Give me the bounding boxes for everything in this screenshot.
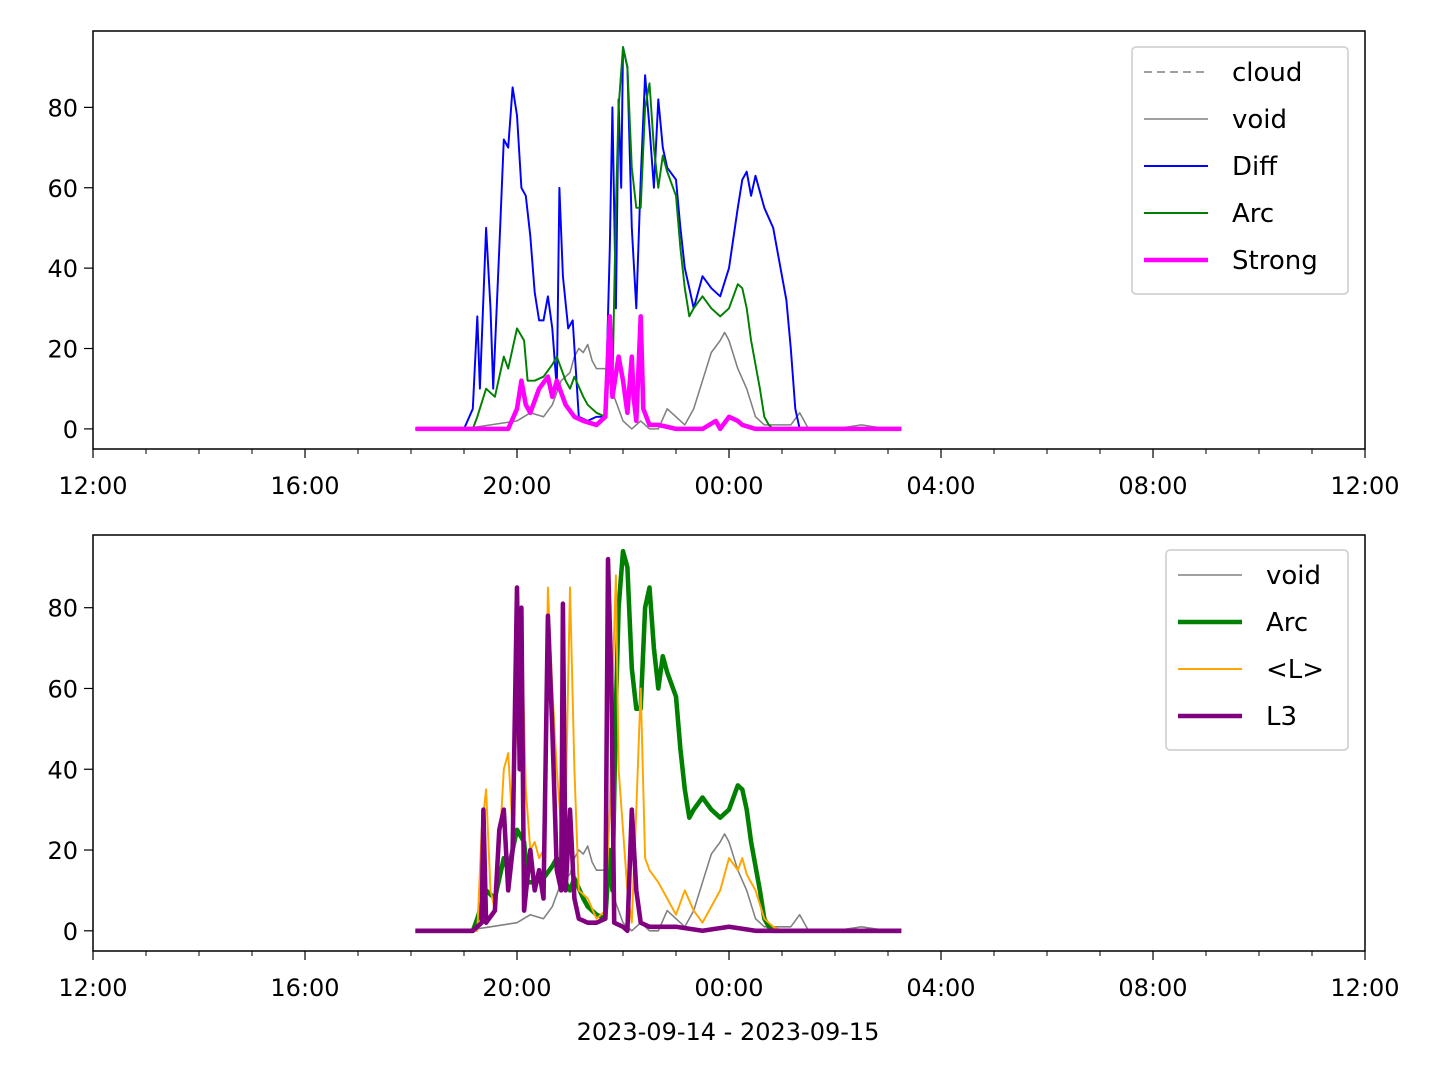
x-tick-label: 20:00 — [482, 472, 551, 500]
legend-label: Strong — [1232, 246, 1318, 276]
x-tick-label: 04:00 — [906, 974, 975, 1002]
y-tick-label: 60 — [47, 675, 78, 703]
top-chart-panel: 12:00 16:00 20:00 00:00 04:00 08:00 12:00 0 20 40… — [47, 30, 1400, 500]
x-tick-label: 12:00 — [1330, 974, 1399, 1002]
series-line-arc — [415, 46, 902, 430]
legend-label: L3 — [1266, 702, 1297, 732]
legend-box — [1165, 549, 1349, 751]
series-line-strong — [415, 314, 902, 432]
y-tick-label: 20 — [47, 336, 78, 364]
x-tick-label: 12:00 — [58, 974, 127, 1002]
series-group — [415, 46, 902, 432]
y-tick-label: 20 — [47, 837, 78, 865]
x-tick-label: 08:00 — [1118, 974, 1187, 1002]
x-tick-label: 12:00 — [58, 472, 127, 500]
x-tick-label: 00:00 — [694, 472, 763, 500]
legend-box — [1131, 46, 1349, 295]
y-tick-label: 80 — [47, 595, 78, 623]
legend-label: void — [1232, 105, 1287, 135]
bottom-chart-panel: 12:00 16:00 20:00 00:00 04:00 08:00 12:00 0 20 40… — [47, 534, 1400, 1002]
x-tick-label: 20:00 — [482, 974, 551, 1002]
y-tick-label: 40 — [47, 255, 78, 283]
x-tick-label: 04:00 — [906, 472, 975, 500]
series-line-l3 — [415, 556, 902, 934]
x-tick-label: 16:00 — [270, 472, 339, 500]
y-tick-label: 0 — [63, 416, 78, 444]
x-tick-label: 00:00 — [694, 974, 763, 1002]
y-tick-label: 60 — [47, 175, 78, 203]
x-axis-label: 2023-09-14 - 2023-09-15 — [577, 1018, 880, 1046]
y-tick-label: 80 — [47, 94, 78, 122]
legend: void Arc <L> L3 — [1165, 549, 1349, 751]
x-tick-label: 16:00 — [270, 974, 339, 1002]
x-tick-label: 12:00 — [1330, 472, 1399, 500]
legend-label: cloud — [1232, 58, 1302, 88]
legend-label: void — [1266, 561, 1321, 591]
legend-label: <L> — [1266, 655, 1324, 685]
legend-label: Arc — [1266, 608, 1308, 638]
legend: cloud void Diff Arc Strong — [1131, 46, 1349, 295]
series-line-void — [415, 331, 902, 430]
plot-area — [92, 534, 1366, 952]
legend-label: Diff — [1232, 152, 1278, 182]
legend-label: Arc — [1232, 199, 1274, 229]
series-group — [415, 548, 902, 934]
series-line-diff — [415, 46, 902, 430]
y-tick-label: 40 — [47, 756, 78, 784]
x-tick-label: 08:00 — [1118, 472, 1187, 500]
y-tick-label: 0 — [63, 918, 78, 946]
